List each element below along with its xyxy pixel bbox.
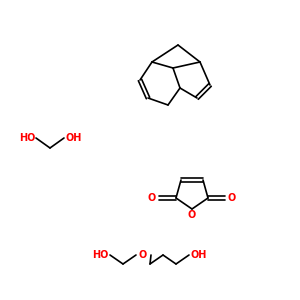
Text: O: O bbox=[228, 193, 236, 203]
Text: O: O bbox=[188, 210, 196, 220]
Text: O: O bbox=[148, 193, 156, 203]
Text: HO: HO bbox=[92, 250, 108, 260]
Text: OH: OH bbox=[66, 133, 82, 143]
Text: O: O bbox=[139, 250, 147, 260]
Text: OH: OH bbox=[191, 250, 207, 260]
Text: HO: HO bbox=[19, 133, 35, 143]
